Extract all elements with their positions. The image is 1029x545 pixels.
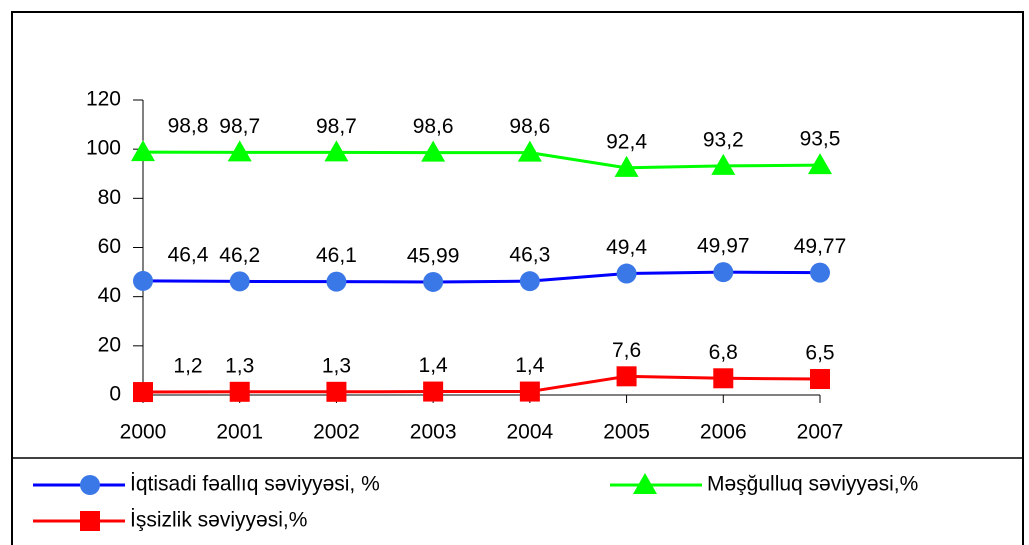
data-label: 98,6 — [509, 115, 550, 138]
data-label: 49,4 — [606, 236, 647, 259]
y-tick-label: 0 — [109, 383, 121, 406]
marker — [423, 381, 444, 402]
data-label: 98,8 — [168, 115, 209, 138]
legend-label: Məşğulluq səviyyəsi,% — [707, 473, 918, 496]
legend-label: İşsizlik səviyyəsi,% — [130, 509, 307, 532]
marker — [133, 382, 153, 403]
data-label: 49,77 — [794, 235, 847, 258]
marker — [423, 271, 444, 292]
legend-marker — [80, 511, 100, 531]
marker — [421, 140, 446, 162]
x-tick-label: 2000 — [120, 421, 167, 444]
x-tick-label: 2006 — [700, 421, 747, 444]
marker — [326, 381, 347, 402]
marker — [616, 263, 637, 284]
data-label: 93,2 — [703, 128, 744, 151]
data-label: 98,7 — [219, 115, 260, 138]
legend-marker — [80, 475, 100, 495]
data-label: 98,7 — [316, 115, 357, 138]
marker — [614, 155, 639, 177]
data-label: 1,3 — [322, 354, 351, 377]
y-tick-label: 40 — [98, 284, 121, 307]
marker — [326, 271, 347, 292]
data-label: 46,2 — [219, 244, 260, 267]
data-label: 1,4 — [515, 354, 545, 377]
y-tick-label: 20 — [98, 333, 121, 356]
marker — [713, 368, 734, 389]
data-label: 45,99 — [407, 244, 460, 267]
marker — [616, 366, 637, 387]
data-label: 1,3 — [225, 354, 254, 377]
data-label: 1,4 — [419, 354, 449, 377]
marker — [229, 271, 250, 292]
series-line — [142, 150, 821, 170]
x-tick-label: 2003 — [410, 421, 457, 444]
marker — [808, 153, 832, 175]
marker — [519, 271, 540, 292]
x-tick-label: 2001 — [216, 421, 263, 444]
series-line — [142, 374, 821, 394]
y-tick-label: 80 — [98, 186, 121, 209]
data-label: 46,4 — [168, 243, 209, 266]
marker — [131, 140, 155, 162]
y-tick-label: 100 — [86, 137, 121, 160]
marker — [133, 270, 153, 291]
marker — [810, 262, 830, 283]
marker — [229, 381, 250, 402]
data-label: 6,8 — [709, 341, 738, 364]
marker — [713, 262, 734, 283]
data-label: 92,4 — [606, 130, 647, 153]
x-tick-label: 2002 — [313, 421, 360, 444]
x-tick-label: 2004 — [506, 421, 553, 444]
data-label: 93,5 — [800, 128, 841, 151]
x-tick-label: 2007 — [797, 421, 844, 444]
legend-label: İqtisadi fəallıq səviyyəsi, % — [130, 473, 380, 496]
data-label: 46,3 — [509, 244, 550, 267]
y-tick-label: 120 — [86, 88, 121, 111]
legend-marker — [633, 473, 657, 494]
y-tick-label: 60 — [98, 235, 121, 258]
data-label: 6,5 — [805, 342, 834, 365]
data-label: 1,2 — [173, 355, 202, 378]
series-line — [142, 270, 821, 284]
data-label: 7,6 — [612, 339, 641, 362]
marker — [711, 153, 736, 175]
x-tick-label: 2005 — [603, 421, 650, 444]
chart-frame — [11, 11, 1024, 545]
marker — [517, 140, 542, 162]
marker — [227, 140, 252, 162]
data-label: 98,6 — [413, 115, 454, 138]
marker — [519, 381, 540, 402]
marker — [324, 140, 349, 162]
data-label: 49,97 — [697, 235, 750, 258]
marker — [810, 369, 830, 390]
data-label: 46,1 — [316, 244, 357, 267]
